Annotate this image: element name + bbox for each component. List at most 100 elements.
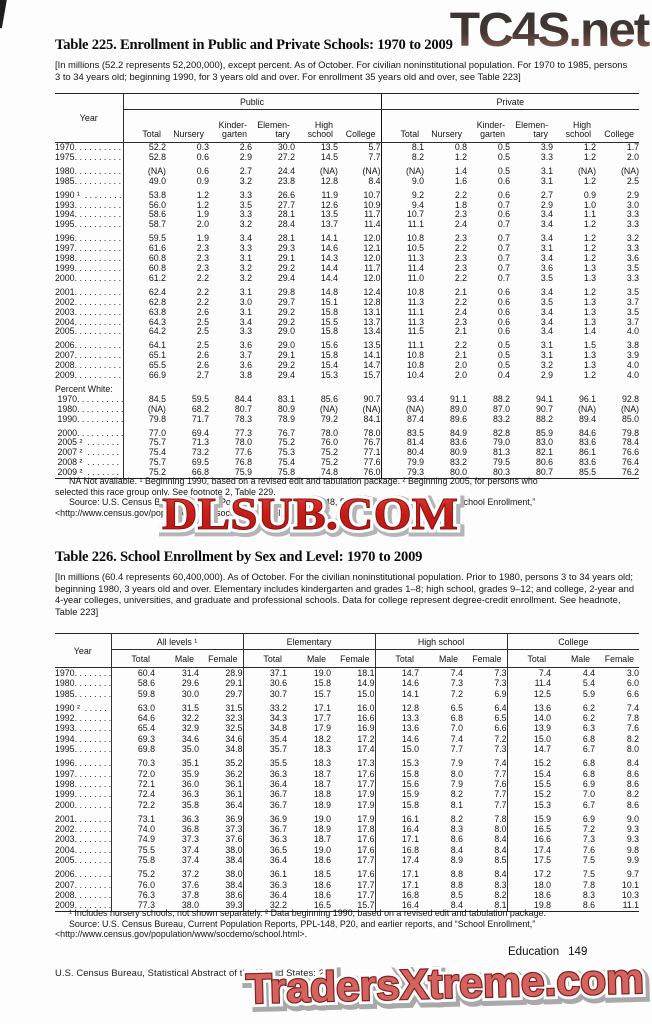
data-cell: 37.2 xyxy=(181,869,199,880)
data-cell: 1.2 xyxy=(583,286,597,297)
data-cell: 18.3 xyxy=(313,758,332,769)
data-cell: 10.7 xyxy=(380,210,425,221)
data-cell: 7.3 xyxy=(494,744,507,755)
column-header-total: Total xyxy=(374,649,420,668)
data-cell: 8.2 xyxy=(380,152,425,163)
data-cell: 2.2 xyxy=(454,243,468,254)
data-cell: 7.2 xyxy=(582,824,596,835)
data-cell: 17.6 xyxy=(357,768,375,779)
data-cell: 8.4 xyxy=(494,834,507,845)
watermark-tradersxtreme: TradersXtreme.com TradersXtreme.com Trad… xyxy=(241,951,652,1021)
data-cell: 77.3 xyxy=(234,427,252,438)
data-cell: 8.4 xyxy=(626,758,640,769)
data-cell: 36.4 xyxy=(242,855,288,866)
data-cell: 3.0 xyxy=(626,199,640,210)
source-line: Source: U.S. Census Bureau, Current Popu… xyxy=(69,918,536,929)
data-cell: 16.1 xyxy=(374,809,420,825)
data-cell: 84.4 xyxy=(234,393,252,404)
data-cell: 3.2 xyxy=(540,360,554,371)
data-cell: 0.7 xyxy=(497,243,511,254)
data-cell: 66.9 xyxy=(122,370,166,381)
data-cell: 3.5 xyxy=(626,262,640,273)
data-cell: 1.2 xyxy=(196,189,209,200)
row-year-label: 1993. . . . . . . . xyxy=(55,723,111,734)
data-cell: 84.6 xyxy=(578,427,597,438)
data-cell: 14.8 xyxy=(320,286,338,297)
table-row: 2001. . . . . . . . 73.1 36.3 36.9 36.9 19.0 1… xyxy=(55,809,639,825)
data-cell: 12.0 xyxy=(363,253,381,264)
data-cell: 2.0 xyxy=(454,360,468,371)
data-cell: 1.5 xyxy=(583,340,597,351)
column-header-kindergarten: Kinder- garten xyxy=(467,109,511,143)
data-cell: 3.3 xyxy=(626,243,640,254)
data-cell: 90.7 xyxy=(363,393,381,404)
table-row: 1999. . . . . . . . . . . 60.8 2.3 3.2 29.2 1… xyxy=(55,262,640,274)
data-cell: 3.5 xyxy=(626,306,640,317)
data-cell: 2.3 xyxy=(454,262,468,273)
data-cell: 78.9 xyxy=(277,413,295,424)
data-cell: 64.3 xyxy=(122,317,166,328)
data-cell: 0.9 xyxy=(583,189,597,200)
data-cell: 18.6 xyxy=(506,889,552,901)
row-year-label: 2009. . . . . . . . xyxy=(55,900,111,911)
table-row: 2006. . . . . . . . 75.2 37.2 38.0 36.1 18.5 1… xyxy=(55,865,639,880)
data-cell: 3.4 xyxy=(540,233,554,244)
data-cell: (NA) xyxy=(380,162,425,177)
table-row: 2003. . . . . . . . 74.9 37.3 37.6 36.3 18.7 1… xyxy=(55,834,639,845)
data-cell: 15.0 xyxy=(374,744,420,755)
data-cell: 77.6 xyxy=(234,447,252,458)
data-cell: 11.4 xyxy=(380,263,425,274)
table-row: 2001. . . . . . . . . . . 62.4 2.2 3.1 29.8 1… xyxy=(55,283,639,298)
data-cell: 3.5 xyxy=(540,296,554,307)
row-year-label: 2006. . . . . . . . xyxy=(55,869,111,880)
data-cell: 15.7 xyxy=(363,370,381,381)
svg-text:TradersXtreme.com: TradersXtreme.com xyxy=(245,955,644,1012)
data-cell: 2.3 xyxy=(454,209,468,220)
data-cell: 29.4 xyxy=(277,272,295,283)
data-cell: 8.3 xyxy=(582,889,596,900)
data-cell: 18.6 xyxy=(313,855,332,866)
data-cell: 0.7 xyxy=(497,199,511,210)
data-cell: 6.9 xyxy=(582,813,596,824)
data-cell: 34.8 xyxy=(242,723,288,734)
data-cell: 0.6 xyxy=(497,209,511,220)
row-year-label: 2005. . . . . . . . . . . xyxy=(55,327,123,337)
data-cell: 16.9 xyxy=(357,723,375,734)
data-cell: 83.2 xyxy=(492,413,511,424)
data-cell: 8.0 xyxy=(494,824,507,835)
data-cell: 6.7 xyxy=(582,799,596,810)
data-cell: 35.7 xyxy=(242,744,288,755)
data-cell: 2.5 xyxy=(196,316,209,327)
data-cell: 75.2 xyxy=(277,437,295,448)
data-cell: 3.2 xyxy=(239,262,252,273)
data-cell: 5.7 xyxy=(368,142,381,152)
data-cell: 1.4 xyxy=(454,165,468,176)
data-cell: 37.3 xyxy=(225,824,243,835)
data-cell: 62.8 xyxy=(122,297,166,308)
data-cell: (NA) xyxy=(122,404,166,415)
data-cell: 58.7 xyxy=(122,219,166,231)
data-cell: 3.1 xyxy=(239,253,252,264)
data-cell: 17.4 xyxy=(506,844,552,856)
data-cell: 13.9 xyxy=(506,723,552,734)
data-cell: 36.1 xyxy=(242,865,288,880)
data-cell: 29.1 xyxy=(277,350,295,361)
data-cell: 59.5 xyxy=(191,393,209,404)
data-cell: 36.1 xyxy=(225,778,243,789)
data-cell: 75.2 xyxy=(110,865,155,880)
data-cell: 11.3 xyxy=(380,253,425,264)
data-cell: 6.3 xyxy=(582,723,596,734)
data-cell: 3.3 xyxy=(239,209,252,220)
data-cell: 58.6 xyxy=(110,678,155,689)
data-cell: 15.3 xyxy=(506,799,552,810)
data-cell: 9.0 xyxy=(380,176,425,187)
data-cell: 27.2 xyxy=(277,151,295,162)
data-cell: 39.3 xyxy=(225,900,243,911)
data-cell: 3.6 xyxy=(239,360,252,371)
data-cell: 13.7 xyxy=(320,219,338,230)
data-cell: 72.0 xyxy=(110,768,155,779)
table-row: 2007. . . . . . . . 76.0 37.6 38.4 36.3 18.6 1… xyxy=(55,879,639,890)
data-cell: 0.6 xyxy=(497,175,511,186)
data-cell: 7.4 xyxy=(450,668,464,678)
data-cell: 12.0 xyxy=(363,272,381,283)
